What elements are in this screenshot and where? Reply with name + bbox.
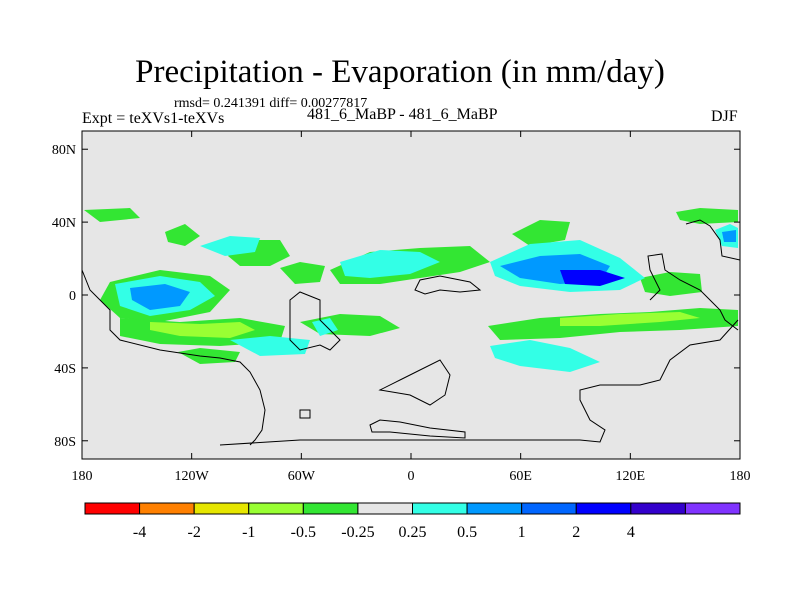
contour-blue-north-pacific-east — [722, 230, 736, 242]
lat-tick-label: 40N — [52, 216, 76, 231]
latitude-axis: 80N 40N 0 40S 80S — [52, 143, 740, 450]
contour-green-tropics-east — [640, 272, 702, 296]
coastlines — [81, 219, 741, 446]
contour-cyan-southern-ocean — [230, 336, 310, 356]
contour-green-caribbean — [280, 262, 325, 284]
colorbar-label: -2 — [188, 524, 201, 541]
colorbar-swatch — [248, 502, 304, 515]
colorbar-swatch — [575, 502, 632, 515]
lat-tick-label: 40S — [54, 362, 76, 377]
coastline-island — [299, 409, 311, 419]
map-panel — [81, 130, 741, 460]
plot-title: Precipitation - Evaporation (in mm/day) — [135, 54, 665, 90]
colorbar-swatch — [84, 502, 141, 515]
colorbar-label: 1 — [518, 524, 526, 541]
coastline-asia — [647, 253, 739, 331]
contour-fills — [84, 208, 738, 372]
colorbar-label: -0.25 — [341, 524, 374, 541]
lon-tick-label: 60W — [288, 469, 316, 484]
colorbar-swatch — [684, 502, 741, 515]
colorbar-swatch — [521, 502, 577, 515]
contour-blue-tropical-pacific — [130, 284, 190, 310]
contour-green-north-pacific — [84, 208, 140, 222]
lat-tick-label: 0 — [69, 289, 76, 304]
season-label: DJF — [711, 108, 738, 125]
lon-tick-label: 120W — [175, 469, 210, 484]
contour-green-asia — [512, 220, 570, 246]
longitude-axis: 180 120W 60W 0 60E 120E 180 — [72, 131, 751, 484]
colorbar-label: -0.5 — [291, 524, 316, 541]
contour-green-southern — [178, 348, 240, 364]
contour-lightgreen-south-pacific — [150, 322, 255, 338]
case-label: 481_6_MaBP - 481_6_MaBP — [307, 106, 498, 123]
contour-green-north-pacific-2 — [165, 224, 200, 246]
contour-cyan-atlantic — [340, 250, 440, 278]
colorbar-swatch — [466, 502, 523, 515]
coastline-south-small — [369, 419, 466, 439]
experiment-label: Expt = teXVs1-teXVs — [82, 110, 225, 127]
colorbar-swatch — [302, 502, 359, 515]
lon-tick-label: 120E — [616, 469, 646, 484]
colorbar-label: 4 — [627, 524, 635, 541]
contour-cyan-south-atlantic — [490, 340, 600, 372]
colorbar-swatch — [357, 502, 413, 515]
lon-tick-label: 60E — [509, 469, 532, 484]
coastline-south-america — [289, 291, 341, 351]
contour-lightgreen-indian-ocean — [560, 312, 700, 326]
colorbar-swatch — [139, 502, 195, 515]
colorbar-label: 2 — [572, 524, 580, 541]
colorbar-label: -1 — [242, 524, 255, 541]
colorbar-label: 0.25 — [399, 524, 427, 541]
lon-tick-label: 180 — [730, 469, 751, 484]
colorbar-label: -4 — [133, 524, 146, 541]
coastline-africa — [414, 275, 482, 295]
contour-green-north-pacific-east — [676, 208, 738, 224]
lon-tick-label: 0 — [408, 469, 415, 484]
colorbar-swatch — [630, 502, 686, 515]
contour-darkblue-core — [560, 270, 625, 286]
lat-tick-label: 80S — [54, 435, 76, 450]
coastline-americas — [81, 269, 266, 446]
colorbar-swatch — [193, 502, 250, 515]
colorbar-label: 0.5 — [457, 524, 477, 541]
colorbar-swatch — [412, 502, 468, 515]
lat-tick-label: 80N — [52, 143, 76, 158]
coastline-antarctica — [219, 319, 739, 446]
lon-tick-label: 180 — [72, 469, 93, 484]
coastline-east-asia — [685, 219, 741, 261]
coastline-antarctic-islands — [378, 359, 451, 406]
colorbar: -4 -2 -1 -0.5 -0.25 0.25 0.5 1 2 4 — [84, 502, 741, 541]
contour-cyan-north-pacific — [200, 236, 260, 256]
rmsd-diff-stats: rmsd= 0.241391 diff= 0.00277817 — [174, 96, 368, 111]
